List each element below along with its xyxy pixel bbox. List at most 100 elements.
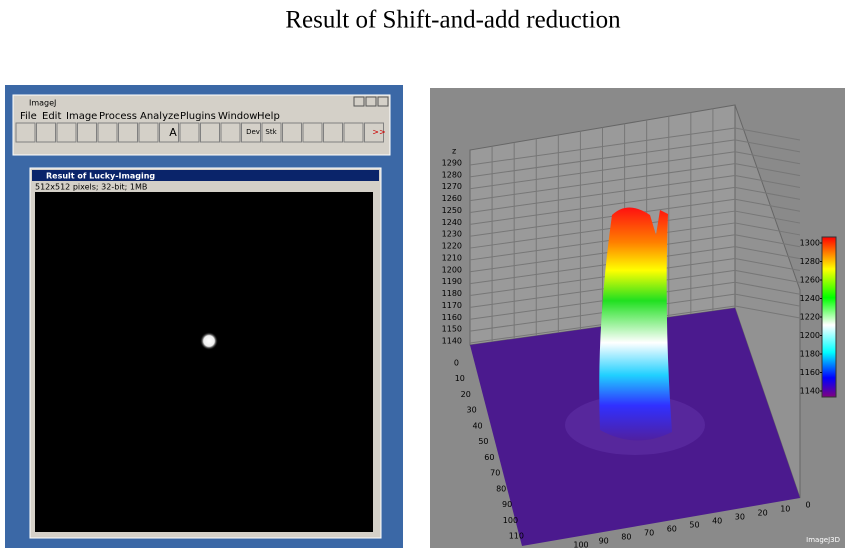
y-tick-label: 40: [712, 517, 722, 526]
colorbar-tick-label: 1200: [800, 331, 820, 340]
window-button[interactable]: [353, 96, 365, 107]
tool-button[interactable]: [261, 122, 282, 143]
menu-item[interactable]: Edit: [42, 111, 61, 122]
z-grid-line: [734, 186, 801, 200]
tool-label[interactable]: Dev: [246, 128, 260, 136]
z-tick-label: 1180: [442, 289, 462, 298]
z-grid-line: [469, 210, 736, 249]
z-grid-line: [469, 139, 736, 178]
z-grid-line: [469, 127, 736, 166]
z-grid-line: [469, 234, 736, 273]
z-grid-line: [734, 210, 801, 224]
x-tick-label: 40: [472, 421, 482, 430]
z-grid-line: [734, 222, 801, 236]
z-tick-label: 1170: [442, 301, 462, 310]
z-tick-label: 1140: [442, 337, 462, 346]
z-tick-label: 1200: [442, 265, 462, 274]
z-grid-line: [469, 174, 736, 213]
menu-item[interactable]: File: [20, 111, 37, 122]
menu-item[interactable]: Plugins: [180, 111, 216, 122]
z-tick-label: 1280: [442, 170, 462, 179]
menu-item[interactable]: Process: [99, 111, 137, 122]
z-grid-line: [469, 198, 736, 237]
z-tick-label: 1240: [442, 218, 462, 227]
colorbar-tick-label: 1220: [800, 313, 820, 322]
tool-button[interactable]: [323, 122, 343, 143]
toolbar: A Dev Stk >>: [15, 122, 386, 143]
x-tick-label: 110: [509, 532, 524, 541]
z-grid-line: [469, 281, 736, 320]
x-tick-label: 90: [502, 500, 512, 509]
z-grid-line: [734, 163, 801, 177]
image-canvas: [35, 192, 373, 532]
z-grid-line: [734, 198, 801, 212]
image-info: 512x512 pixels; 32-bit; 1MB: [35, 183, 147, 192]
z-tick-label: 1260: [442, 194, 462, 203]
colorbar-tick-label: 1280: [800, 257, 820, 266]
tool-button[interactable]: [97, 122, 118, 143]
tool-button[interactable]: [179, 122, 200, 143]
x-tick-label: 50: [478, 437, 488, 446]
tool-label[interactable]: A: [169, 126, 177, 139]
tool-label[interactable]: Stk: [265, 128, 277, 136]
z-grid-line: [469, 163, 736, 202]
tool-button[interactable]: [77, 122, 97, 143]
menu-item[interactable]: Image: [66, 111, 97, 122]
tool-button[interactable]: [159, 122, 179, 143]
window-button[interactable]: [365, 96, 377, 107]
z-tick-label: 1160: [442, 313, 462, 322]
tool-button[interactable]: [200, 122, 220, 143]
z-axis-label: z: [452, 147, 456, 156]
menu-bar: File Edit Image Process Analyze Plugins Window…: [20, 111, 280, 122]
x-tick-label: 30: [467, 406, 477, 415]
tool-button[interactable]: [241, 122, 261, 143]
menu-item[interactable]: Analyze: [140, 111, 179, 122]
z-grid-line: [734, 293, 801, 307]
tool-button[interactable]: [15, 122, 36, 143]
imagej-title: ImageJ: [29, 99, 56, 108]
z-tick-label: 1290: [442, 159, 462, 168]
tool-button[interactable]: [343, 122, 364, 143]
z-grid-line: [734, 246, 801, 260]
z-tick-label: 1220: [442, 242, 462, 251]
tool-button[interactable]: [220, 122, 241, 143]
z-tick-label: 1190: [442, 277, 462, 286]
imagej-titlebar: [15, 97, 388, 109]
page-title: Result of Shift-and-add reduction: [285, 7, 621, 34]
tool-button[interactable]: [118, 122, 138, 143]
z-grid-line: [469, 269, 736, 308]
z-grid-line: [734, 127, 801, 141]
x-tick-label: 0: [454, 359, 459, 368]
z-grid-line: [734, 269, 801, 283]
z-grid-line: [734, 174, 801, 188]
y-tick-label: 80: [621, 533, 631, 542]
y-tick-label: 70: [644, 529, 654, 538]
image-title: Result of Lucky-Imaging: [46, 172, 155, 181]
z-tick-label: 1210: [442, 253, 462, 262]
x-tick-label: 80: [496, 484, 506, 493]
x-tick-label: 70: [490, 469, 500, 478]
z-tick-label: 1230: [442, 230, 462, 239]
y-tick-label: 90: [599, 537, 609, 546]
x-tick-label: 60: [484, 453, 494, 462]
z-grid-line: [469, 186, 736, 225]
tool-button[interactable]: [138, 122, 159, 143]
tool-button[interactable]: [364, 122, 384, 143]
y-tick-label: 10: [780, 505, 790, 514]
z-grid-line: [469, 151, 736, 190]
z-grid-line: [469, 222, 736, 261]
menu-item[interactable]: Help: [257, 111, 280, 122]
y-tick-label: 60: [667, 525, 677, 534]
z-grid-line: [734, 258, 801, 272]
tool-button[interactable]: [36, 122, 56, 143]
tool-button[interactable]: [282, 122, 302, 143]
colorbar-tick-label: 1240: [800, 294, 820, 303]
tool-button[interactable]: [302, 122, 323, 143]
window-button[interactable]: [377, 96, 389, 107]
z-grid-line: [469, 258, 736, 297]
tool-label[interactable]: >>: [372, 128, 385, 137]
z-tick-label: 1250: [442, 206, 462, 215]
menu-item[interactable]: Window: [218, 111, 257, 122]
tool-button[interactable]: [56, 122, 77, 143]
